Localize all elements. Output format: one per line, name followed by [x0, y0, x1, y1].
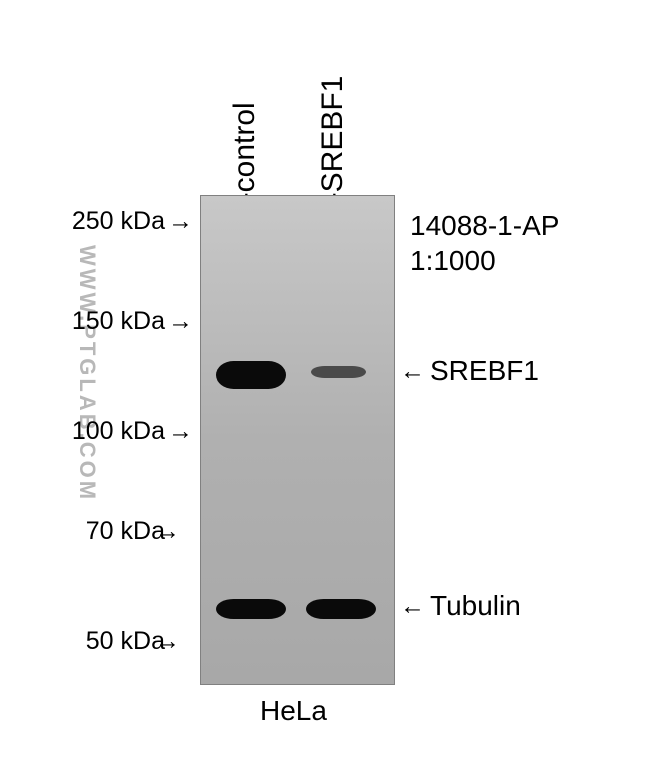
tubulin-band-control	[216, 599, 286, 619]
mw-150: 150 kDa	[45, 307, 165, 336]
tubulin-label: Tubulin	[430, 590, 521, 622]
srebf1-label: SREBF1	[430, 355, 539, 387]
mw-250: 250 kDa	[45, 207, 165, 236]
mw-50: 50 kDa	[45, 627, 165, 656]
blot-membrane	[200, 195, 395, 685]
blot-container: WWW.PTGLAB.COM si-control si-SREBF1 250 …	[0, 0, 650, 773]
tubulin-band-knockdown	[306, 599, 376, 619]
srebf1-arrow: ←	[400, 357, 425, 386]
cell-line-label: HeLa	[260, 695, 327, 727]
mw-50-arrow: →	[155, 627, 180, 656]
mw-250-arrow: →	[168, 207, 193, 236]
srebf1-band-knockdown	[311, 366, 366, 378]
srebf1-band-control	[216, 361, 286, 389]
mw-70: 70 kDa	[45, 517, 165, 546]
tubulin-arrow: ←	[400, 592, 425, 621]
mw-100: 100 kDa	[45, 417, 165, 446]
mw-150-arrow: →	[168, 307, 193, 336]
watermark-text: WWW.PTGLAB.COM	[74, 245, 100, 502]
mw-70-arrow: →	[155, 517, 180, 546]
dilution-ratio: 1:1000	[410, 245, 496, 277]
catalog-number: 14088-1-AP	[410, 210, 559, 242]
mw-100-arrow: →	[168, 417, 193, 446]
